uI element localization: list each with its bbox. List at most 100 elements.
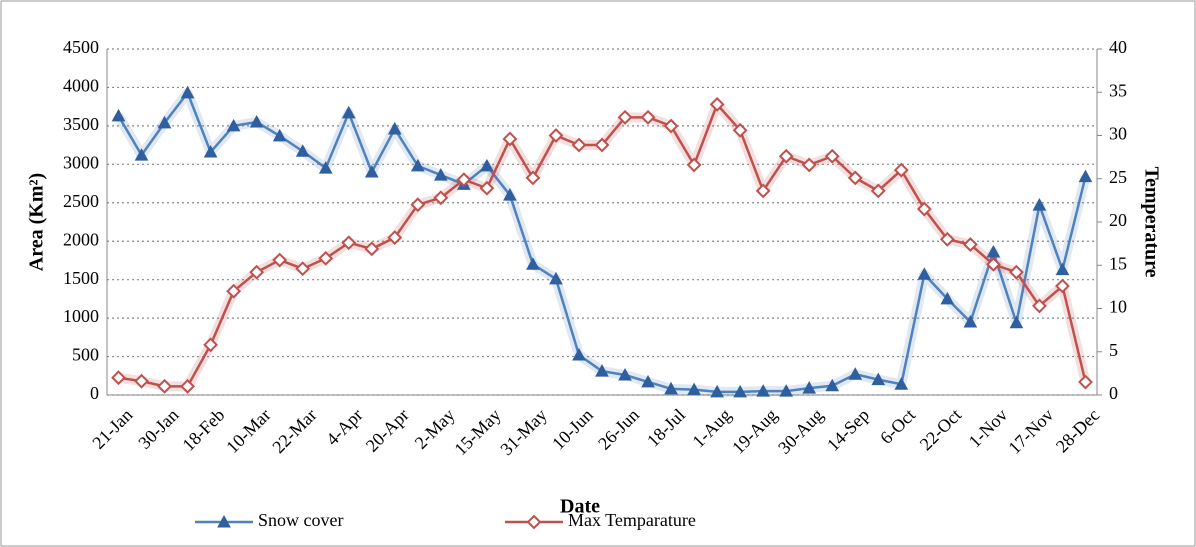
- marker: [594, 137, 610, 153]
- y-tick-label: 0: [90, 383, 99, 403]
- y2-tick-label: 35: [1109, 80, 1127, 100]
- marker: [801, 157, 817, 173]
- marker: [525, 170, 541, 186]
- marker: [226, 283, 242, 299]
- marker: [387, 230, 403, 245]
- y-tick-label: 3000: [63, 152, 99, 172]
- marker: [217, 514, 231, 528]
- y-tick-label: 1500: [63, 268, 99, 288]
- y2-tick-label: 25: [1109, 167, 1127, 187]
- marker: [157, 115, 172, 129]
- marker: [663, 118, 679, 134]
- y2-tick-label: 15: [1109, 253, 1127, 273]
- marker: [318, 250, 334, 266]
- y-tick-label: 1000: [63, 306, 99, 326]
- marker: [549, 271, 563, 285]
- marker: [916, 201, 932, 217]
- marker: [249, 114, 264, 128]
- marker: [939, 231, 955, 247]
- marker: [732, 122, 748, 138]
- marker: [295, 261, 311, 277]
- marker: [687, 382, 701, 396]
- marker: [480, 158, 494, 172]
- y-tick-label: 3500: [63, 114, 99, 134]
- marker: [456, 172, 472, 188]
- marker: [295, 144, 310, 157]
- marker: [203, 337, 219, 353]
- marker: [364, 164, 379, 178]
- marker: [825, 378, 840, 392]
- marker: [755, 183, 771, 199]
- marker: [526, 257, 540, 270]
- y2-axis-title: Temperature: [1140, 166, 1162, 277]
- marker: [364, 241, 380, 257]
- marker: [180, 378, 195, 394]
- marker: [686, 157, 702, 173]
- marker: [249, 264, 265, 280]
- y2-tick-label: 30: [1109, 124, 1127, 144]
- marker: [1009, 264, 1024, 280]
- marker: [870, 183, 886, 199]
- marker: [272, 128, 287, 142]
- marker: [894, 377, 909, 390]
- y2-tick-label: 10: [1109, 297, 1127, 317]
- marker: [778, 148, 794, 164]
- x-axis-title: Date: [560, 496, 600, 518]
- marker: [410, 197, 426, 213]
- marker: [641, 374, 655, 388]
- marker: [709, 96, 725, 112]
- marker: [341, 105, 356, 119]
- marker: [595, 364, 609, 377]
- marker: [433, 168, 448, 181]
- marker: [272, 252, 288, 268]
- marker: [410, 158, 425, 172]
- marker: [963, 314, 978, 328]
- y-tick-label: 500: [72, 345, 99, 365]
- marker: [503, 188, 517, 201]
- marker: [871, 372, 886, 386]
- marker: [893, 162, 909, 178]
- y2-tick-label: 5: [1109, 340, 1118, 360]
- marker: [940, 291, 955, 305]
- marker: [710, 384, 724, 398]
- y2-tick-label: 0: [1109, 383, 1118, 403]
- marker: [733, 384, 747, 398]
- marker: [640, 109, 656, 125]
- y2-tick-label: 40: [1109, 37, 1127, 57]
- marker: [1055, 278, 1070, 294]
- y-tick-label: 2000: [63, 229, 99, 249]
- marker: [180, 85, 195, 99]
- marker: [1055, 262, 1070, 276]
- marker: [134, 148, 149, 161]
- marker: [548, 128, 564, 143]
- y-tick-label: 2500: [63, 191, 99, 211]
- marker: [134, 373, 149, 389]
- marker: [226, 118, 241, 132]
- marker: [664, 381, 678, 395]
- marker: [341, 235, 357, 251]
- marker: [111, 370, 126, 386]
- marker: [479, 180, 495, 196]
- y-tick-label: 4500: [63, 37, 99, 57]
- marker: [824, 148, 840, 164]
- marker: [157, 378, 172, 394]
- marker: [572, 347, 586, 361]
- marker: [802, 381, 817, 394]
- marker: [1078, 169, 1093, 183]
- marker: [1032, 298, 1047, 314]
- marker: [433, 190, 449, 206]
- marker: [1032, 198, 1047, 211]
- marker: [1078, 374, 1093, 390]
- marker: [847, 170, 863, 186]
- marker: [502, 131, 518, 147]
- marker: [756, 384, 771, 397]
- marker: [571, 137, 587, 153]
- legend-label: Snow cover: [258, 510, 343, 530]
- y2-tick-label: 20: [1109, 210, 1127, 230]
- marker: [387, 121, 402, 135]
- y-axis-title: Area (Km²): [26, 173, 48, 271]
- marker: [985, 256, 1001, 272]
- marker: [779, 384, 794, 397]
